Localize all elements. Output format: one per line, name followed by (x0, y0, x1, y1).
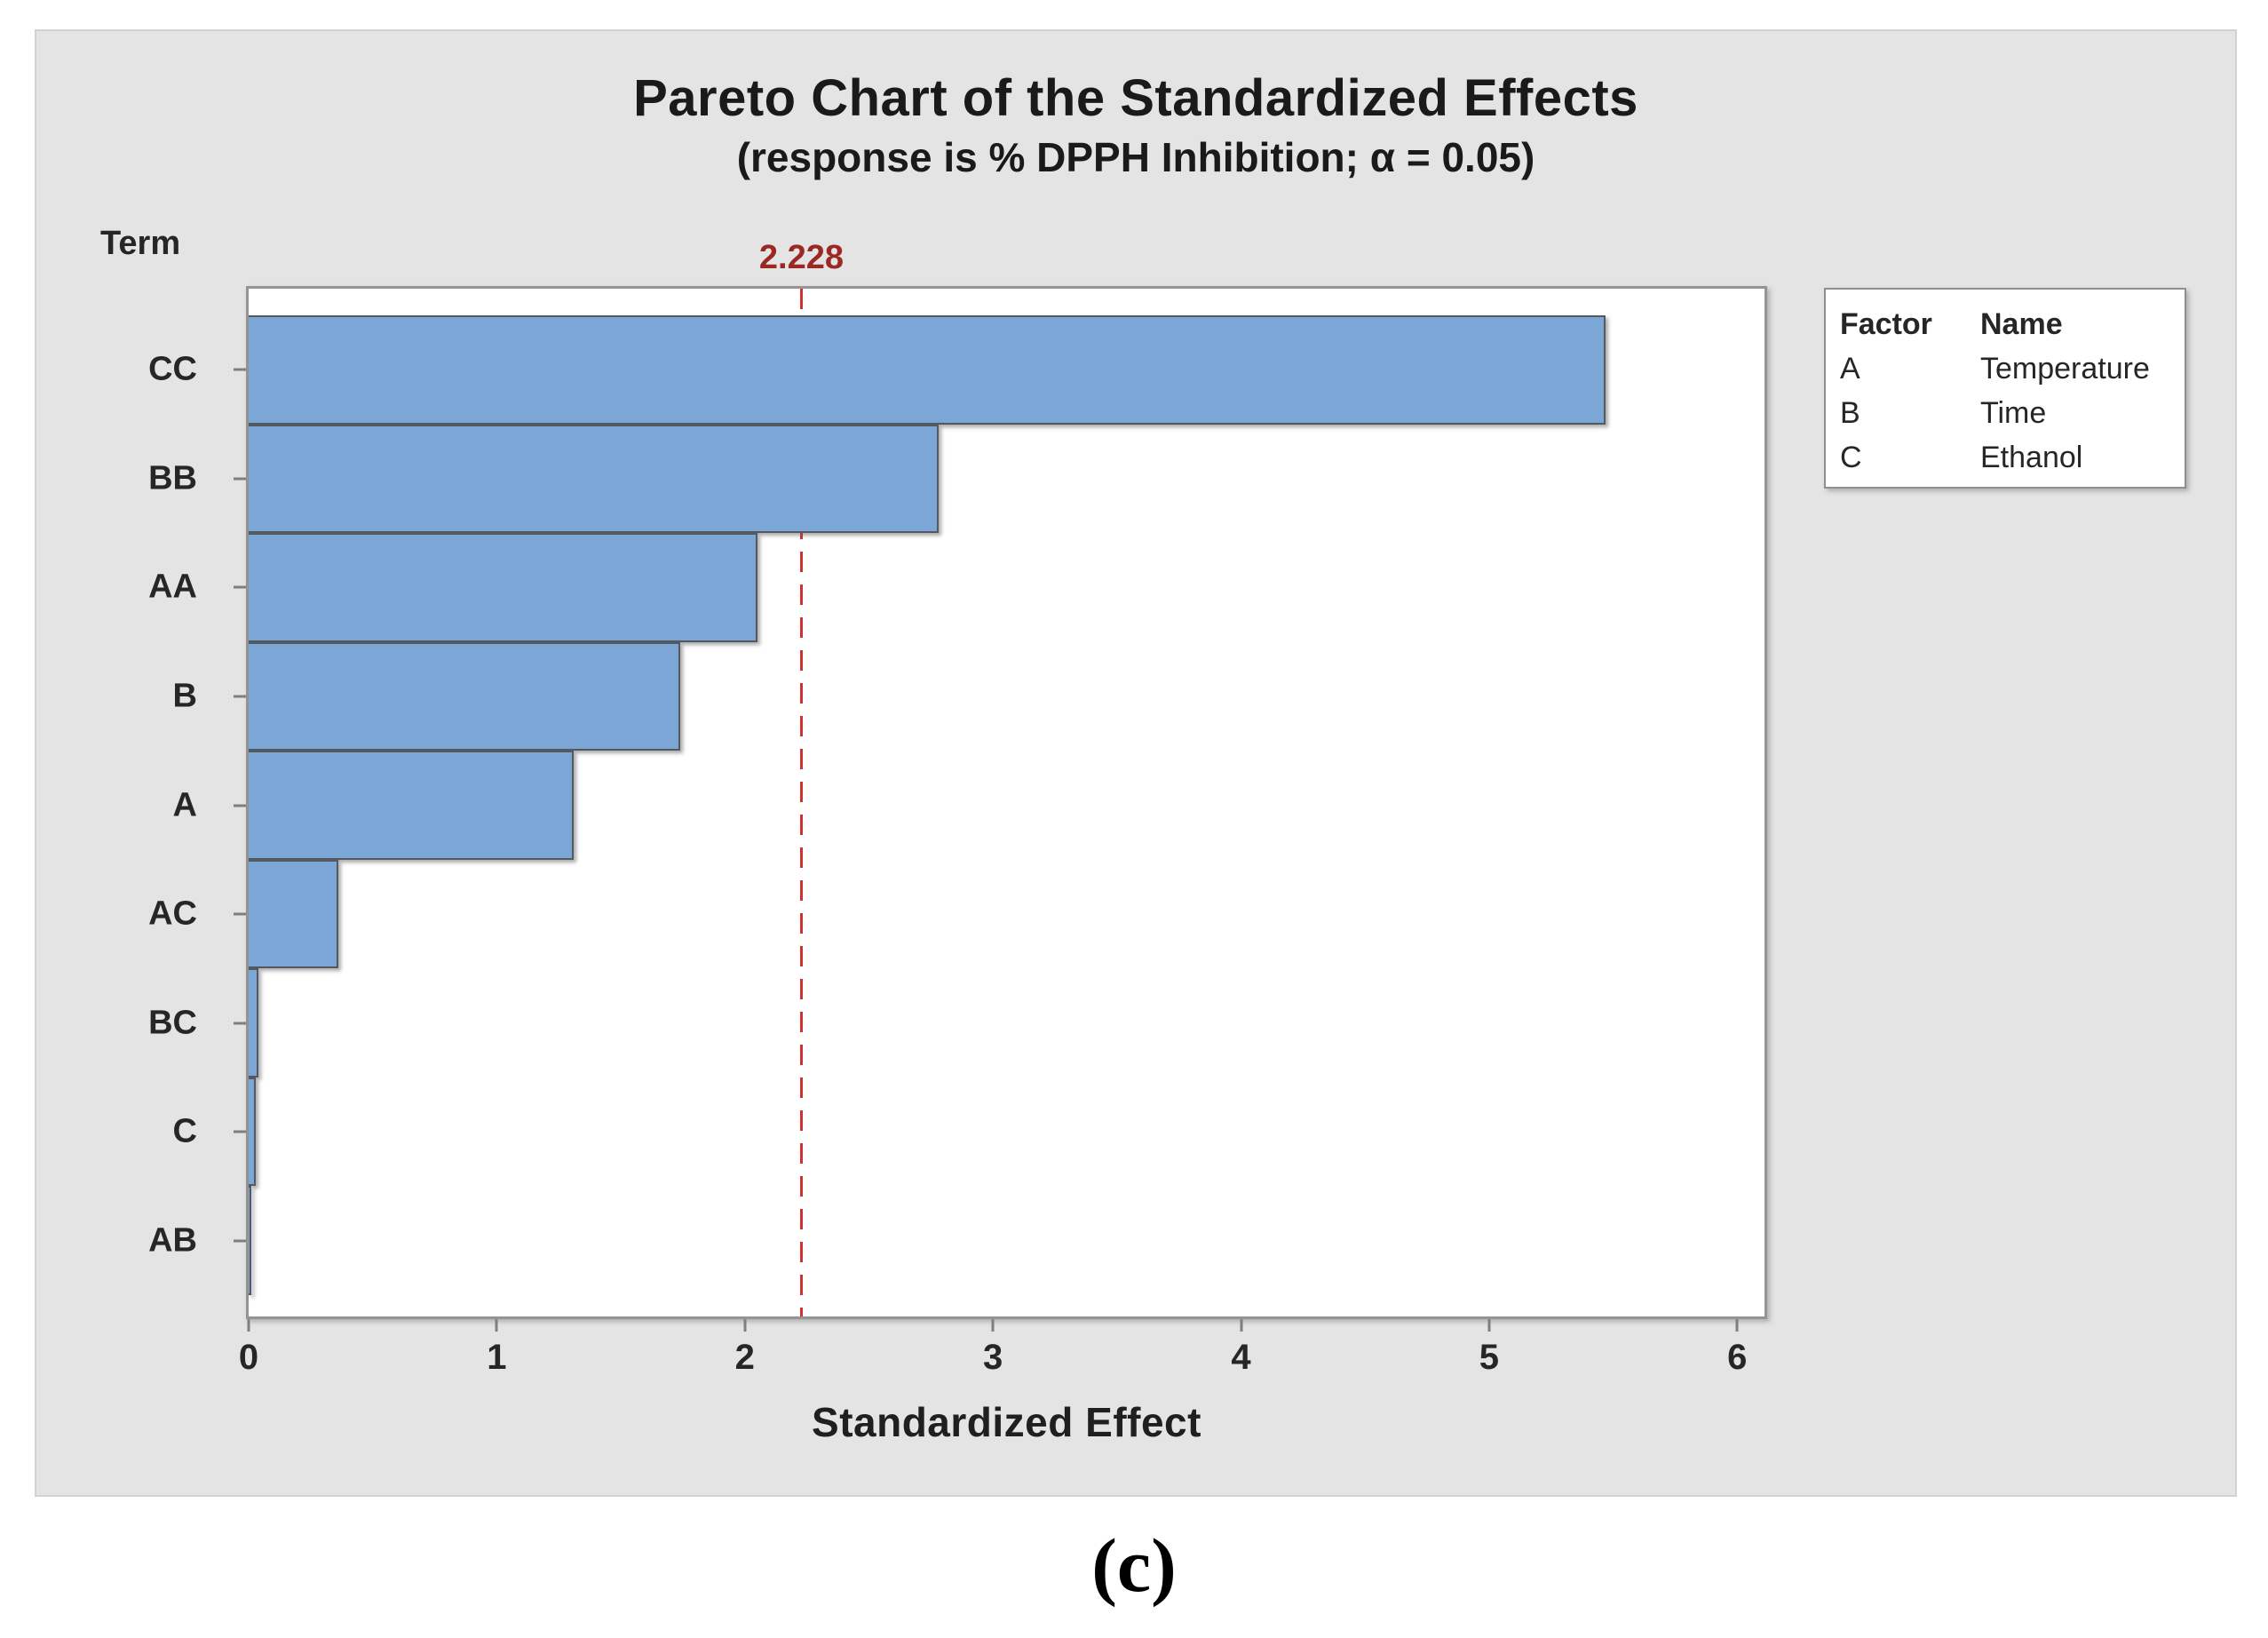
y-tick-AA (234, 585, 246, 589)
bar-AA (249, 533, 757, 642)
x-tick-label-4: 4 (1231, 1338, 1251, 1377)
y-tick-BB (234, 477, 246, 481)
term-label-AC: AC (148, 895, 197, 933)
term-label-A: A (172, 786, 197, 823)
x-tick-6 (1735, 1319, 1739, 1332)
legend-name: Ethanol (1980, 441, 2083, 474)
legend-row-B: B Time (1840, 391, 2176, 435)
legend-name: Temperature (1980, 352, 2150, 386)
plot-inner: 2.228 CC BB AA B A AC BC C AB 0 1 2 3 4 5 6 Standardiz… (148, 239, 1764, 1445)
legend-header-row: Factor Name (1840, 302, 2176, 346)
legend-factor: A (1840, 352, 1860, 386)
y-tick-C (234, 1130, 246, 1133)
x-tick-4 (1240, 1319, 1242, 1332)
y-axis-title: Term (100, 225, 181, 262)
x-tick-2 (743, 1319, 747, 1332)
x-tick-label-5: 5 (1479, 1338, 1499, 1377)
reference-line (800, 289, 804, 1316)
bar-B (249, 641, 681, 751)
x-tick-5 (1487, 1319, 1491, 1332)
plot-area: 2.228 CC BB AA B A AC BC C AB 0 1 2 3 4 5 6 Standardiz… (148, 239, 1767, 1445)
term-label-AA: AA (148, 568, 197, 606)
chart-subtitle: (response is % DPPH Inhibition; α = 0.05… (736, 134, 1535, 180)
y-tick-B (234, 695, 246, 698)
x-tick-label-6: 6 (1727, 1338, 1748, 1377)
term-label-C: C (172, 1112, 197, 1150)
y-tick-AB (234, 1239, 246, 1243)
figure-label: (c) (1091, 1523, 1177, 1608)
legend-table: Factor Name A Temperature B Time C Ethanol (1840, 302, 2176, 480)
y-tick-AC (234, 912, 246, 916)
term-label-B: B (172, 677, 197, 715)
legend-factor: C (1840, 441, 1862, 474)
bar-A (249, 751, 574, 860)
x-tick-label-3: 3 (983, 1338, 1003, 1377)
x-tick-label-1: 1 (487, 1338, 507, 1377)
bar-AB (249, 1186, 251, 1295)
legend-factor: B (1840, 396, 1860, 430)
legend-box: Factor Name A Temperature B Time C Ethanol (1824, 288, 2186, 489)
x-tick-label-0: 0 (238, 1338, 259, 1377)
title-block: Pareto Chart of the Standardized Effects… (36, 68, 2235, 181)
y-tick-A (234, 804, 246, 807)
bar-BB (249, 424, 939, 534)
legend-row-A: A Temperature (1840, 346, 2176, 391)
legend-row-C: C Ethanol (1840, 435, 2176, 480)
legend-header-factor: Factor (1840, 307, 1932, 341)
legend-header-name: Name (1980, 307, 2063, 341)
bar-C (249, 1077, 257, 1187)
x-tick-3 (991, 1319, 995, 1332)
y-tick-BC (234, 1022, 246, 1025)
term-label-AB: AB (148, 1221, 197, 1260)
x-tick-label-2: 2 (734, 1338, 755, 1377)
term-label-BB: BB (148, 459, 197, 497)
y-tick-CC (234, 368, 246, 371)
legend-name: Time (1980, 396, 2047, 430)
chart-title: Pareto Chart of the Standardized Effects (633, 69, 1638, 127)
x-tick-0 (247, 1319, 250, 1332)
chart-panel: Pareto Chart of the Standardized Effects… (35, 29, 2237, 1497)
term-label-BC: BC (148, 1004, 197, 1042)
x-axis-title: Standardized Effect (812, 1399, 1201, 1445)
term-label-CC: CC (148, 350, 197, 388)
x-tick-1 (495, 1319, 498, 1332)
bar-AC (249, 859, 338, 969)
reference-line-label: 2.228 (758, 239, 844, 276)
bar-CC (249, 315, 1606, 425)
bar-BC (249, 968, 259, 1077)
